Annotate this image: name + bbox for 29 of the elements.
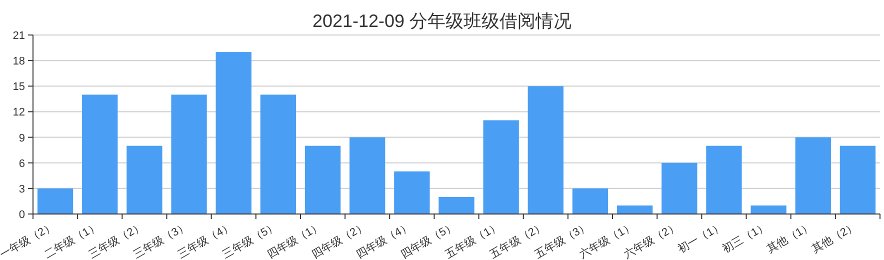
y-tick-label: 3 [18, 183, 25, 196]
bar [37, 188, 74, 214]
bar [304, 146, 341, 214]
y-tick-label: 12 [12, 106, 25, 119]
y-tick-label: 18 [12, 56, 25, 68]
bar [394, 171, 430, 214]
bar [662, 162, 698, 214]
y-tick-label: 6 [18, 158, 25, 170]
bar [483, 120, 519, 214]
y-tick-label: 9 [18, 132, 25, 144]
bar [350, 137, 386, 214]
bar [171, 94, 207, 214]
x-tick-label: 其他（2） [809, 219, 860, 256]
chart-title: 2021-12-09 分年级班级借阅情况 [312, 11, 572, 31]
bar [438, 196, 474, 214]
bar [706, 146, 742, 214]
bar [795, 137, 831, 214]
bar [528, 86, 564, 214]
y-tick-label: 0 [18, 209, 25, 221]
bar [840, 146, 876, 214]
bar [216, 52, 252, 214]
bar [750, 205, 786, 214]
y-tick-label: 21 [12, 30, 25, 42]
y-tick-label: 15 [12, 81, 25, 94]
bar [616, 205, 653, 214]
bar [82, 94, 118, 214]
bar [126, 146, 162, 214]
bar [260, 94, 296, 214]
bar [572, 188, 608, 214]
